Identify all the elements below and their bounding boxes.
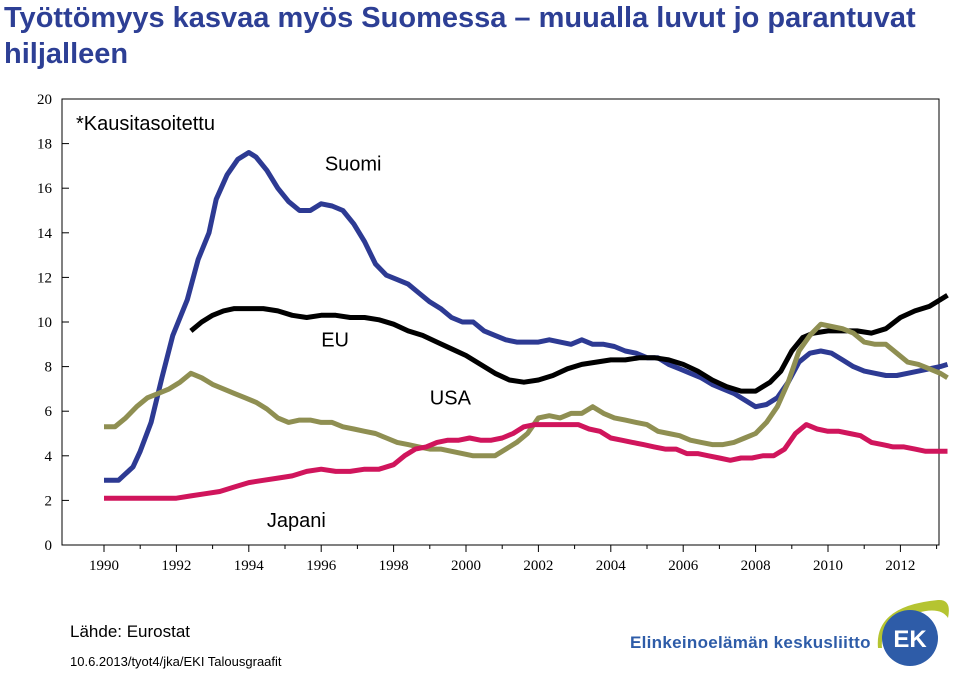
- x-tick-label: 2006: [668, 558, 699, 574]
- x-tick-label: 1994: [234, 558, 265, 574]
- ek-logo-icon: EK: [877, 599, 949, 666]
- y-tick-label: 0: [45, 538, 53, 554]
- x-tick-label: 2012: [885, 558, 915, 574]
- series-line-japani: [104, 422, 948, 501]
- x-tick-label: 1990: [89, 558, 119, 574]
- y-tick-label: 14: [37, 226, 53, 242]
- series-line-usa: [104, 321, 949, 459]
- series-layer: [104, 150, 949, 501]
- footnote-label: 10.6.2013/tyot4/jka/EKI Talousgraafit: [70, 654, 282, 669]
- y-tick-label: 16: [37, 181, 53, 197]
- x-tick-label: 1998: [379, 558, 409, 574]
- y-tick-label: 4: [45, 449, 53, 465]
- page-title: Työttömyys kasvaa myös Suomessa – muuall…: [4, 2, 916, 70]
- unemployment-line-chart: 0 2 4 6 8 10 12 14 16 18 20 1990 1992 1994 1996 1998 20…: [37, 92, 949, 574]
- seasonal-adjustment-note: *Kausitasoitettu: [76, 113, 215, 135]
- series-label-usa: USA: [430, 388, 472, 410]
- y-tick-label: 6: [45, 404, 53, 420]
- x-tick-label: 1996: [306, 558, 337, 574]
- plot-frame: [61, 98, 940, 546]
- x-tick-label: 2010: [813, 558, 843, 574]
- y-tick-label: 2: [45, 493, 53, 509]
- x-tick-label: 1992: [161, 558, 191, 574]
- y-tick-label: 12: [37, 270, 52, 286]
- series-label-japani: Japani: [267, 510, 326, 532]
- y-tick-label: 20: [37, 92, 52, 108]
- logo-text: EK: [893, 626, 927, 653]
- y-tick-label: 18: [37, 137, 52, 153]
- series-line-suomi: [104, 150, 949, 483]
- source-label: Lähde: Eurostat: [70, 622, 191, 641]
- x-tick-label: 2002: [523, 558, 553, 574]
- y-axis: 0 2 4 6 8 10 12 14 16 18 20: [37, 92, 69, 554]
- x-tick-label: 2000: [451, 558, 481, 574]
- x-axis: 1990 1992 1994 1996 1998 2000 2002 2004 2006 2008…: [89, 545, 938, 574]
- brand-name: Elinkeinoelämän keskusliitto: [630, 633, 871, 652]
- series-line-eu: [189, 293, 949, 394]
- x-tick-label: 2008: [741, 558, 771, 574]
- x-tick-label: 2004: [596, 558, 627, 574]
- labels-layer: Suomi EU USA Japani: [267, 153, 472, 532]
- y-tick-label: 10: [37, 315, 52, 331]
- series-label-eu: EU: [321, 330, 349, 352]
- y-tick-label: 8: [45, 360, 53, 376]
- series-label-suomi: Suomi: [325, 153, 382, 175]
